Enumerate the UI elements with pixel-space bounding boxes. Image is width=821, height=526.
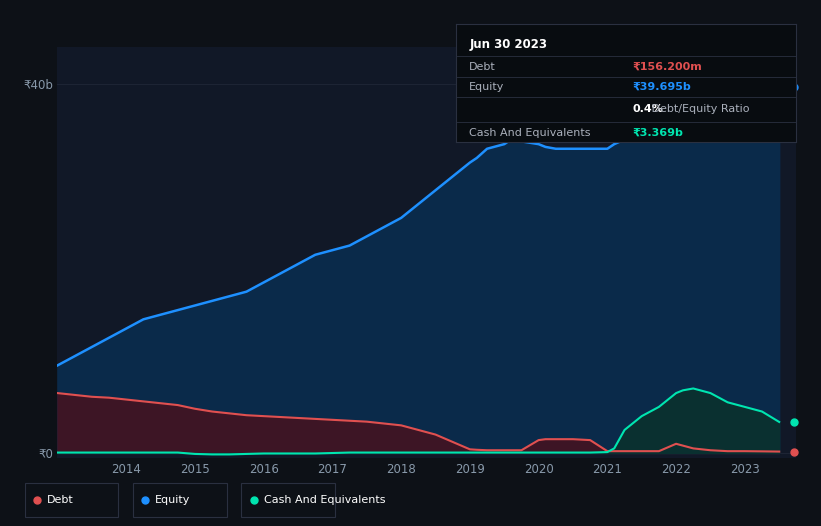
Text: Equity: Equity xyxy=(470,82,505,92)
Text: Debt: Debt xyxy=(47,494,74,505)
Text: ₹156.200m: ₹156.200m xyxy=(633,62,703,72)
Text: Equity: Equity xyxy=(155,494,190,505)
Text: Cash And Equivalents: Cash And Equivalents xyxy=(470,127,591,138)
Text: Cash And Equivalents: Cash And Equivalents xyxy=(264,494,385,505)
Text: Debt: Debt xyxy=(470,62,496,72)
FancyBboxPatch shape xyxy=(25,483,118,517)
FancyBboxPatch shape xyxy=(133,483,227,517)
Text: 0.4%: 0.4% xyxy=(633,105,663,115)
Text: Debt/Equity Ratio: Debt/Equity Ratio xyxy=(648,105,750,115)
Text: Jun 30 2023: Jun 30 2023 xyxy=(470,38,548,51)
FancyBboxPatch shape xyxy=(241,483,335,517)
Text: ₹39.695b: ₹39.695b xyxy=(633,82,691,92)
Text: ₹3.369b: ₹3.369b xyxy=(633,127,684,138)
